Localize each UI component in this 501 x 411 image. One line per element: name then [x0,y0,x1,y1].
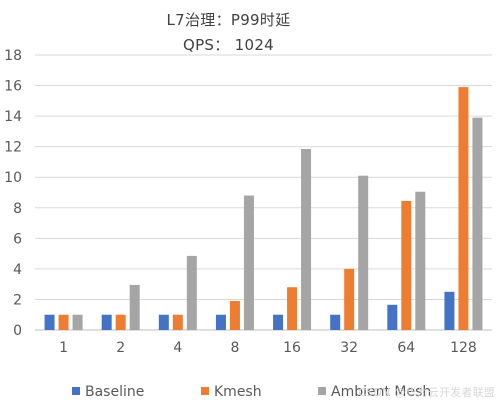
x-tick-label: 8 [230,340,239,356]
legend-swatch [72,387,80,395]
x-tick-label: 32 [340,340,358,356]
bar-kmesh [115,314,126,330]
x-tick-label: 128 [450,340,477,356]
bar-kmesh [229,300,240,330]
x-tick-label: 2 [116,340,125,356]
bar-baseline [387,304,398,330]
bar-baseline [215,314,226,330]
bar-ambient-mesh [72,314,83,330]
y-tick-label: 16 [4,79,22,95]
watermark: CSDN @华为云开发者联盟 [358,386,495,399]
bar-ambient-mesh [129,284,140,330]
legend-swatch [318,387,326,395]
chart-subtitle: QPS： 1024 [182,36,274,54]
bar-ambient-mesh [472,117,483,330]
y-tick-label: 0 [13,323,22,339]
legend-label: Baseline [85,384,144,400]
x-tick-label: 4 [173,340,182,356]
bar-ambient-mesh [243,195,254,330]
bar-kmesh [401,200,412,330]
x-tick-label: 16 [283,340,301,356]
y-tick-label: 18 [4,48,22,64]
y-tick-label: 4 [13,262,22,278]
bar-baseline [101,314,112,330]
bar-kmesh [458,87,469,330]
legend-label: Kmesh [214,384,262,400]
y-tick-label: 12 [4,140,22,156]
bar-kmesh [172,314,183,330]
bar-kmesh [287,287,298,330]
bar-baseline [273,314,284,330]
y-tick-label: 8 [13,201,22,217]
bar-ambient-mesh [415,191,426,330]
y-tick-label: 6 [13,231,22,247]
bar-ambient-mesh [358,175,369,330]
bar-ambient-mesh [301,148,312,330]
bar-ambient-mesh [186,255,197,330]
y-tick-label: 10 [4,170,22,186]
bar-baseline [44,314,55,330]
bar-baseline [158,314,169,330]
bar-baseline [330,314,341,330]
bar-kmesh [344,268,355,330]
bar-kmesh [58,314,69,330]
x-tick-label: 1 [59,340,68,356]
x-tick-label: 64 [397,340,415,356]
y-tick-label: 14 [4,109,22,125]
legend-swatch [201,387,209,395]
legend-label: Ambient Mesh [331,384,431,400]
chart-title: L7治理：P99时延 [166,11,291,29]
y-tick-label: 2 [13,292,22,308]
bar-baseline [444,291,455,330]
